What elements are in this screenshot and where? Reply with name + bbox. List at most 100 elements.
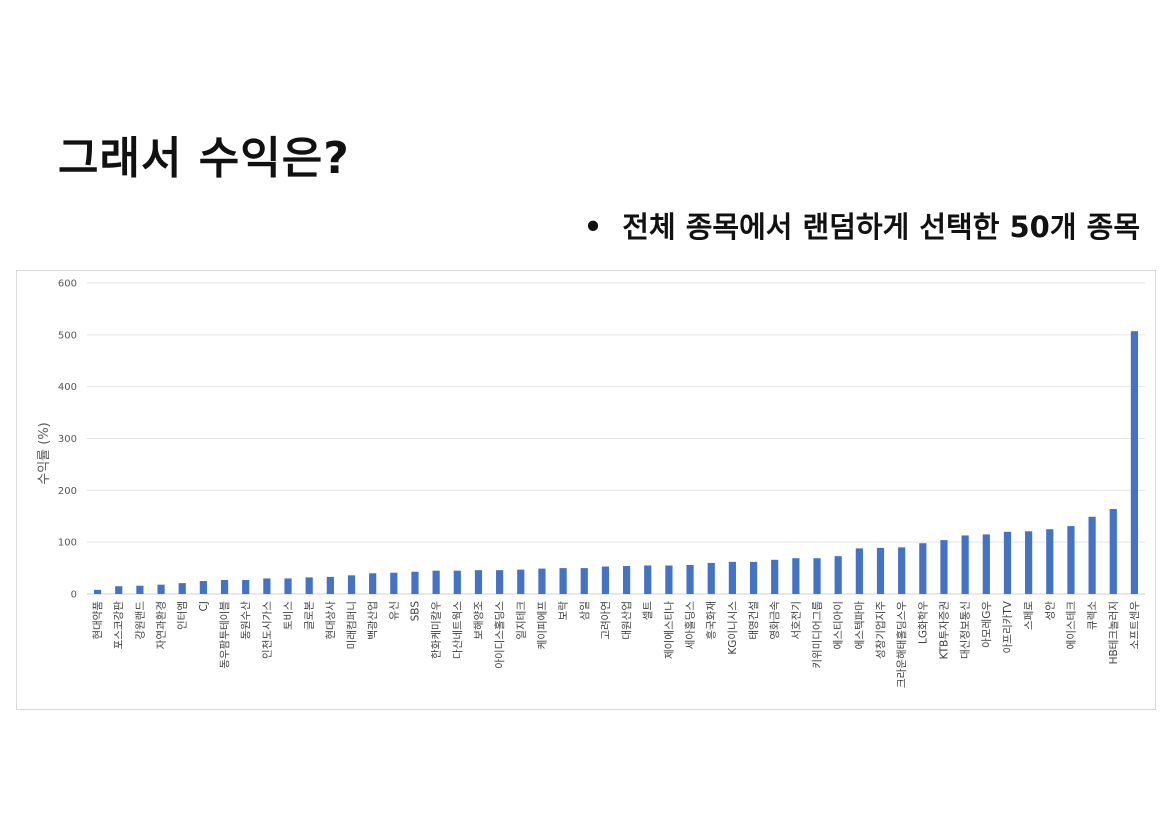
bar xyxy=(961,535,969,594)
bar xyxy=(834,556,842,594)
x-tick-label: HB테크놀러지 xyxy=(1108,601,1120,664)
x-tick-label: 보해양조 xyxy=(472,601,485,640)
bar xyxy=(220,580,229,594)
bar xyxy=(792,558,800,594)
bar xyxy=(749,561,758,594)
x-tick-label: 대원산업 xyxy=(620,601,633,640)
bar xyxy=(432,570,440,594)
bar xyxy=(898,547,906,594)
bar xyxy=(1003,531,1012,594)
slide-bullet: • 전체 종목에서 랜덤하게 선택한 50개 종목 xyxy=(584,204,1140,246)
bar xyxy=(157,584,165,594)
x-tick-label: KG이니시스 xyxy=(727,601,739,655)
x-tick-label: 일지테크 xyxy=(514,601,527,640)
x-tick-label: 에스티아이 xyxy=(833,601,845,649)
bar xyxy=(347,575,356,594)
y-tick-label: 200 xyxy=(58,486,77,497)
x-tick-label: 스페로 xyxy=(1023,601,1035,630)
x-tick-label: 흥국화재 xyxy=(705,601,718,640)
x-tick-label: 성창기업지주 xyxy=(874,601,887,659)
x-tick-label: 키위미디어그룹 xyxy=(811,601,824,669)
bar xyxy=(496,570,504,594)
x-tick-label: 한화케미칼우 xyxy=(430,601,443,659)
bar xyxy=(1046,529,1054,594)
bar xyxy=(305,577,313,594)
x-tick-label: 토비스 xyxy=(283,601,295,630)
x-tick-label: 동우팜투테이블 xyxy=(219,601,231,669)
x-tick-label: 케이피에프 xyxy=(536,601,548,650)
x-tick-label: SBS xyxy=(409,601,421,622)
x-tick-label: 삼일 xyxy=(578,601,591,620)
bar xyxy=(580,568,588,594)
bar xyxy=(369,573,377,594)
bar xyxy=(622,566,631,594)
bar xyxy=(686,564,694,594)
chart-area: 0 100 200 300 400 500 600 수익률 (%) 현대약품 포스코강판 강원랜드 자… xyxy=(16,270,1156,710)
bar xyxy=(326,576,334,594)
bullet-text: 전체 종목에서 랜덤하게 선택한 50개 종목 xyxy=(622,210,1140,244)
bar xyxy=(474,570,483,594)
x-tick-label: 아이디스홀딩스 xyxy=(493,601,506,669)
bullet-marker: • xyxy=(583,210,603,244)
y-tick-label: 400 xyxy=(58,382,77,393)
y-tick-label: 100 xyxy=(58,538,77,549)
bar xyxy=(178,583,186,594)
x-tick-label: 제이에스티나 xyxy=(663,601,675,659)
bar xyxy=(263,578,271,594)
bar xyxy=(876,547,885,594)
bar xyxy=(453,570,461,594)
bar xyxy=(242,580,250,594)
x-tick-label: 에이스테크 xyxy=(1065,601,1077,650)
bar xyxy=(199,581,207,594)
x-tick-label: 대신정보통신 xyxy=(960,601,972,659)
bar-chart: 0 100 200 300 400 500 600 수익률 (%) 현대약품 포스코강판 강원랜드 자… xyxy=(37,279,1145,688)
x-tick-label: 고려아연 xyxy=(600,601,612,640)
bar xyxy=(1109,508,1117,594)
bar xyxy=(93,589,102,594)
x-tick-label: 성안 xyxy=(1044,601,1056,621)
bar xyxy=(1088,516,1096,594)
bar xyxy=(559,568,567,594)
x-tick-label: KTB투자증권 xyxy=(938,601,950,659)
x-tick-label: 영화금속 xyxy=(769,601,781,640)
x-tick-label: 백광산업 xyxy=(366,601,379,640)
bar xyxy=(1025,531,1033,594)
x-tick-label: 현대약품 xyxy=(92,601,104,640)
x-tick-label: 인천도시가스 xyxy=(261,601,273,659)
x-tick-label: 현대상사 xyxy=(325,601,337,640)
bar xyxy=(517,569,525,594)
bar xyxy=(665,565,673,594)
bar xyxy=(644,565,652,594)
bar xyxy=(855,548,863,594)
bar xyxy=(982,534,990,594)
y-tick-label: 300 xyxy=(58,434,77,445)
bar xyxy=(1130,331,1139,594)
x-tick-label: LG화학우 xyxy=(917,601,929,644)
slide-title: 그래서 수익은? xyxy=(58,133,350,184)
bar xyxy=(1067,526,1075,594)
x-tick-label: 유신 xyxy=(388,601,400,620)
x-tick-label: 에스텍파마 xyxy=(854,601,866,650)
x-tick-label: 소프트센우 xyxy=(1129,601,1141,650)
x-tick-label: CJ xyxy=(198,601,210,611)
x-tick-label: 다산네트웍스 xyxy=(452,601,464,659)
bar xyxy=(707,562,715,594)
bar xyxy=(136,585,144,594)
x-tick-label: 크라운해태홀딩스우 xyxy=(895,601,908,688)
y-axis-label: 수익률 (%) xyxy=(37,422,52,485)
x-tick-label: 인터엠 xyxy=(177,601,189,630)
bar xyxy=(390,572,398,594)
x-tick-label: 보락 xyxy=(558,601,570,621)
y-tick-label: 500 xyxy=(58,330,77,341)
x-tick-label: 글로본 xyxy=(304,601,316,630)
x-tick-label: 서호전기 xyxy=(790,601,802,640)
x-tick-label: 큐렉소 xyxy=(1087,601,1099,630)
x-tick-label: 태영건설 xyxy=(748,601,760,640)
x-tick-label: 동원수산 xyxy=(240,601,252,640)
x-tick-label: 세아홀딩스 xyxy=(684,601,697,650)
bar xyxy=(771,559,779,594)
x-tick-label: 아프리카TV xyxy=(1002,600,1014,653)
x-tick-label: 포스코강판 xyxy=(113,601,125,650)
x-tick-label: 미래컴퍼니 xyxy=(346,601,358,649)
x-tick-label: 셀트 xyxy=(642,601,654,621)
